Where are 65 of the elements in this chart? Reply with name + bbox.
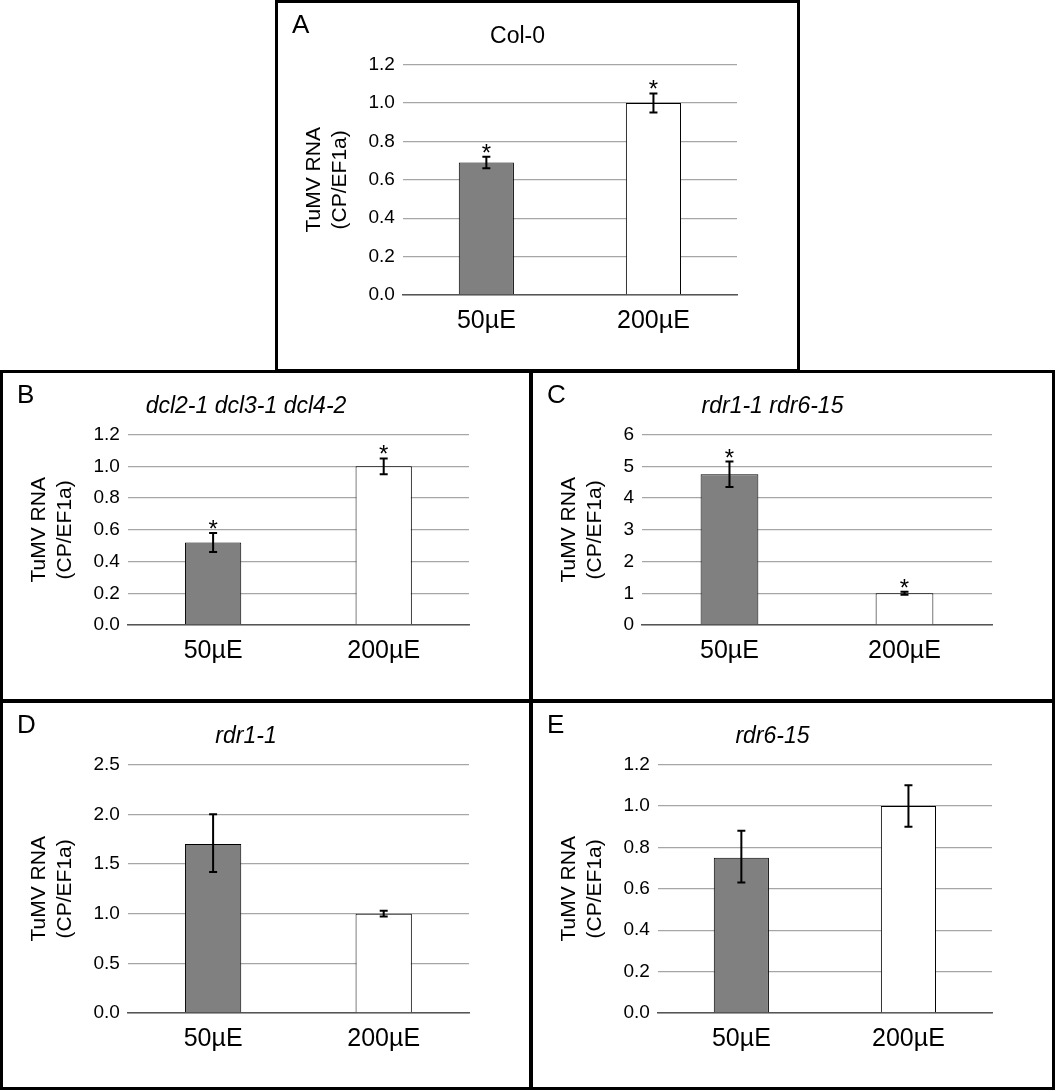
y-tick-label: 0.0 (368, 283, 395, 305)
y-tick-label: 1.2 (623, 752, 650, 774)
x-tick-label: 50µE (183, 634, 243, 663)
chart-title: Col-0 (490, 22, 545, 49)
y-tick-label: 0.4 (623, 918, 651, 940)
chart-title: dcl2-1 dcl3-1 dcl4-2 (145, 392, 347, 419)
text: A (292, 9, 310, 40)
annotation: * (379, 440, 389, 468)
y-tick-label: 0.0 (93, 613, 120, 635)
y-axis-title: TuMV RNA (CP/EF1a) (26, 836, 75, 942)
annotation: * (648, 75, 659, 103)
x-tick-label: 50µE (183, 1022, 243, 1051)
y-tick-label: 6 (623, 422, 634, 444)
x-tick-label: 200µE (347, 634, 421, 663)
y-tick-label: 1.0 (93, 454, 120, 476)
y-tick-label: 0.6 (368, 168, 395, 190)
x-tick-label: 200µE (868, 634, 941, 663)
x-tick-label: 200µE (617, 304, 690, 333)
y-tick-label: 0.6 (93, 518, 120, 540)
y-tick-label: 0.8 (368, 129, 395, 151)
text: E (547, 709, 565, 740)
chart-title: rdr6-15 (735, 722, 810, 749)
y-tick-label: 0.6 (623, 877, 650, 899)
chart-title: rdr1-1 rdr6-15 (701, 392, 844, 419)
chart-title: rdr1-1 (215, 722, 277, 749)
y-tick-label: 0.2 (623, 959, 650, 981)
y-axis-title: TuMV RNA (CP/EF1a) (26, 477, 75, 583)
x-tick-label: 50µE (700, 634, 759, 663)
y-tick-label: 2 (623, 549, 634, 571)
text: D (17, 709, 36, 740)
y-axis-title: TuMV RNA (CP/EF1a) (556, 836, 605, 942)
y-tick-label: 1 (623, 581, 634, 603)
x-tick-label: 200µE (872, 1022, 945, 1051)
annotation: * (724, 443, 735, 471)
y-axis-title: TuMV RNA (CP/EF1a) (301, 127, 350, 233)
y-tick-label: 0.0 (93, 1001, 120, 1023)
y-tick-label: 0.0 (623, 1001, 650, 1023)
annotation: * (208, 514, 218, 542)
y-tick-label: 0.2 (93, 581, 120, 603)
y-tick-label: 1.2 (368, 52, 395, 74)
y-tick-label: 0.2 (368, 244, 395, 266)
y-tick-label: 2.5 (93, 752, 120, 774)
text: B (17, 379, 35, 410)
y-tick-label: 4 (623, 486, 635, 508)
x-tick-label: 50µE (711, 1022, 771, 1051)
y-tick-label: 0 (623, 613, 634, 635)
y-tick-label: 1.5 (93, 852, 120, 874)
y-tick-label: 1.2 (93, 422, 120, 444)
annotation: * (481, 138, 492, 166)
x-tick-label: 200µE (347, 1022, 421, 1051)
y-tick-label: 3 (623, 518, 634, 540)
text: C (547, 379, 566, 410)
y-axis-title: TuMV RNA (CP/EF1a) (556, 477, 605, 583)
annotation: * (899, 573, 910, 601)
y-tick-label: 0.8 (93, 486, 120, 508)
y-tick-label: 0.4 (368, 206, 396, 228)
y-tick-label: 1.0 (368, 91, 395, 113)
y-tick-label: 0.8 (623, 835, 650, 857)
y-tick-label: 1.0 (93, 901, 120, 923)
y-tick-label: 1.0 (623, 794, 650, 816)
y-tick-label: 5 (623, 454, 634, 476)
y-tick-label: 0.5 (93, 951, 120, 973)
x-tick-label: 50µE (456, 304, 516, 333)
y-tick-label: 0.4 (93, 549, 121, 571)
y-tick-label: 2.0 (93, 802, 120, 824)
